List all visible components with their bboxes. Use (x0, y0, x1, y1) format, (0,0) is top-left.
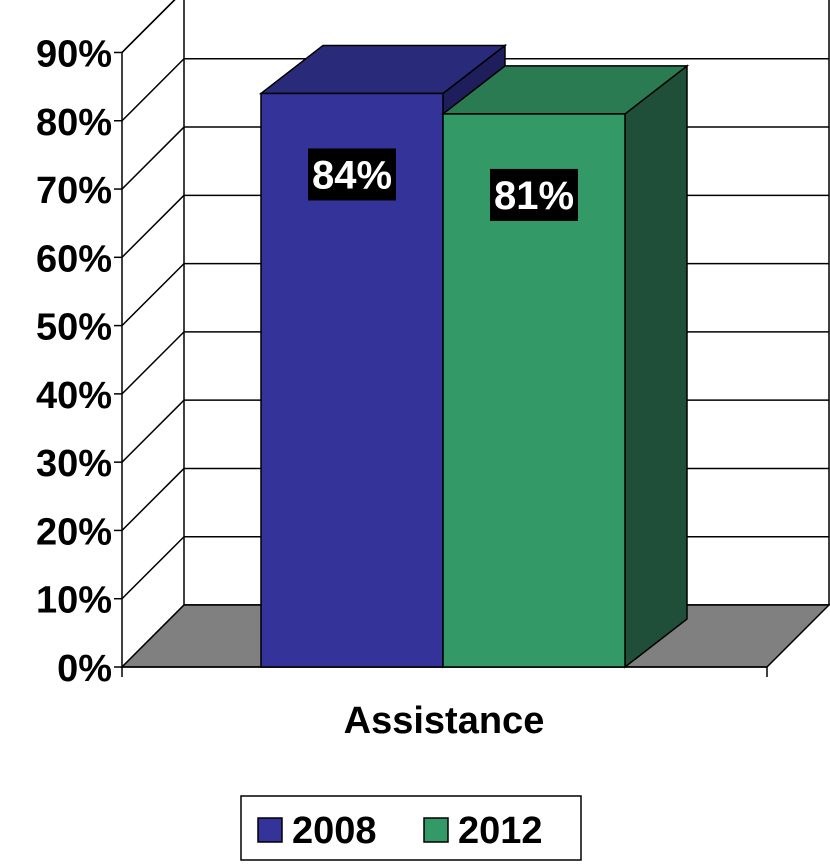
gridline-side (121, 126, 185, 190)
y-tick-labels: 0% 10% 20% 30% 40% 50% 60% 70% 80% 90% (36, 33, 112, 690)
gridline-side (121, 399, 185, 463)
gridline-side (121, 536, 185, 600)
legend-label-2008: 2008 (292, 810, 377, 852)
y-tick-label: 90% (36, 33, 112, 75)
y-tick-label: 40% (36, 375, 112, 417)
data-label-2012: 81% (494, 174, 574, 218)
category-label: Assistance (344, 700, 545, 742)
gridline-side (121, 194, 185, 258)
gridline-side (121, 0, 176, 54)
gridline-side (121, 58, 185, 122)
legend-box (240, 795, 582, 861)
category-labels: Assistance (344, 700, 545, 742)
y-tick-label: 10% (36, 580, 112, 622)
gridline-side (121, 331, 185, 395)
bar-side-2012 (624, 64, 688, 669)
data-label-2008: 84% (312, 153, 392, 197)
legend: 2008 2012 (240, 795, 582, 861)
y-tick-label: 80% (36, 102, 112, 144)
legend-swatch-2008 (257, 817, 283, 843)
data-label-bg-2008 (308, 148, 396, 201)
y-tick-label: 30% (36, 443, 112, 485)
y-tick-label: 0% (57, 648, 112, 690)
bars (258, 43, 690, 669)
y-tick-label: 60% (36, 238, 112, 280)
gridline-side (121, 263, 185, 327)
left-wall-top-edge (121, 0, 176, 54)
y-tick-label: 20% (36, 511, 112, 553)
data-labels: 84% 81% (308, 148, 578, 221)
legend-swatch-2012 (423, 817, 449, 843)
data-label-bg-2012 (490, 168, 578, 221)
gridline-side (121, 467, 185, 531)
legend-label-2012: 2012 (458, 810, 543, 852)
y-tick-label: 50% (36, 307, 112, 349)
y-tick-label: 70% (36, 170, 112, 212)
